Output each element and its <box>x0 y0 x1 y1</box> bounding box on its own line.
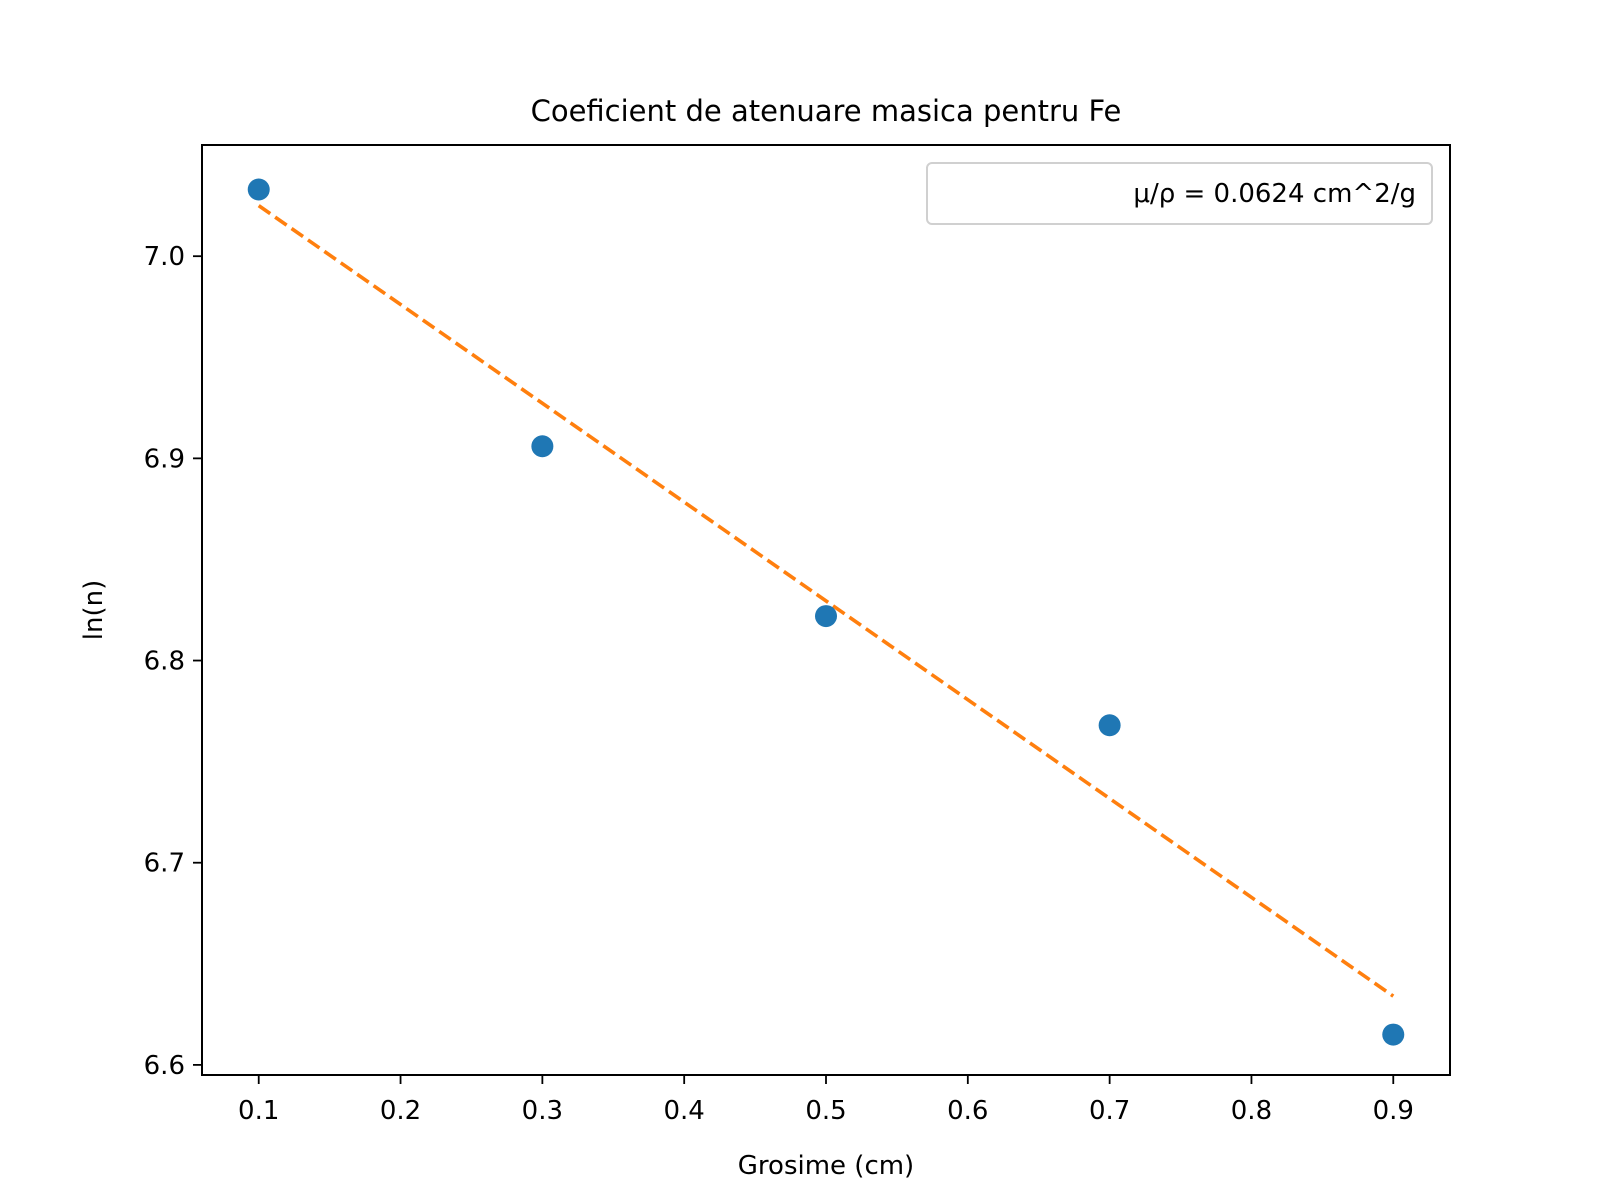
x-tick-label: 0.2 <box>380 1096 421 1126</box>
x-tick-label: 0.7 <box>1089 1096 1130 1126</box>
data-point <box>1098 714 1121 737</box>
plot-area <box>247 178 1405 1046</box>
data-point <box>247 178 270 201</box>
data-point <box>531 435 554 458</box>
legend-box <box>926 162 1433 225</box>
chart-title: Coeficient de atenuare masica pentru Fe <box>531 94 1122 128</box>
legend: μ/ρ = 0.0624 cm^2/g <box>926 162 1433 225</box>
y-tick-label: 7.0 <box>144 242 185 272</box>
y-tick-label: 6.9 <box>144 444 185 474</box>
y-tick-label: 6.8 <box>144 647 185 677</box>
y-axis: 6.6 6.7 6.8 6.9 7.0 <box>144 242 202 1081</box>
x-tick-label: 0.5 <box>805 1096 846 1126</box>
x-tick-label: 0.6 <box>947 1096 988 1126</box>
legend-entry-fit: μ/ρ = 0.0624 cm^2/g <box>1133 179 1416 209</box>
data-point <box>1382 1023 1405 1046</box>
x-tick-label: 0.9 <box>1373 1096 1414 1126</box>
x-tick-label: 0.8 <box>1231 1096 1272 1126</box>
x-axis-label: Grosime (cm) <box>738 1151 914 1181</box>
x-tick-label: 0.1 <box>238 1096 279 1126</box>
fit-line <box>257 204 1395 998</box>
y-tick-label: 6.7 <box>144 849 185 879</box>
data-point <box>815 605 837 628</box>
x-axis: 0.1 0.2 0.3 0.4 0.5 0.6 0.7 0.8 0.9 <box>238 1075 1414 1126</box>
x-tick-label: 0.3 <box>522 1096 563 1126</box>
y-axis-label: ln(n) <box>79 580 109 640</box>
y-tick-label: 6.6 <box>144 1051 185 1081</box>
x-tick-label: 0.4 <box>664 1096 705 1126</box>
